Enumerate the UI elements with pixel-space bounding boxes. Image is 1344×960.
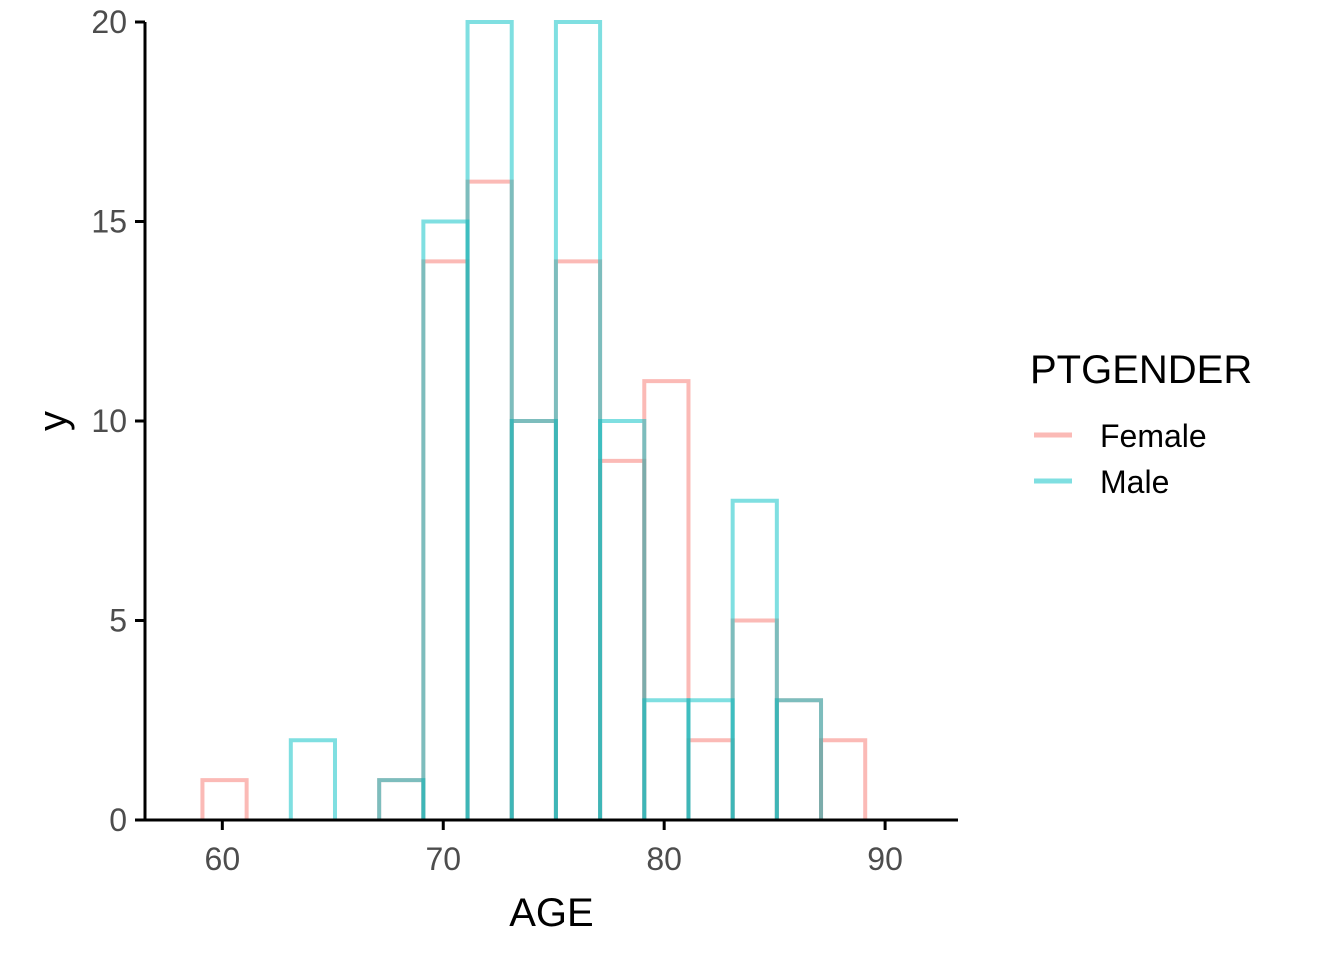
legend-label: Female bbox=[1100, 418, 1207, 454]
x-tick-label: 70 bbox=[425, 841, 461, 877]
y-tick-label: 15 bbox=[91, 204, 127, 240]
histogram-bar bbox=[730, 618, 779, 820]
histogram-bar bbox=[819, 738, 868, 820]
histogram-bar bbox=[465, 20, 514, 820]
histogram-bar bbox=[377, 778, 426, 820]
legend-item-male: Male bbox=[1034, 464, 1169, 500]
histogram-bar bbox=[686, 698, 735, 820]
histogram-bar bbox=[200, 778, 249, 820]
histogram-bar bbox=[509, 419, 558, 820]
histogram-bar bbox=[421, 259, 470, 820]
y-tick-label: 0 bbox=[109, 802, 127, 838]
histogram-bar bbox=[553, 259, 603, 820]
y-tick-label: 5 bbox=[109, 603, 127, 639]
histogram-bar bbox=[553, 20, 603, 820]
histogram-bar bbox=[774, 698, 824, 820]
histogram-bar bbox=[598, 458, 647, 820]
legend-title: PTGENDER bbox=[1030, 348, 1252, 392]
x-tick-label: 80 bbox=[646, 841, 682, 877]
legend-label: Male bbox=[1100, 464, 1169, 500]
histogram-bar bbox=[642, 379, 691, 820]
legend: PTGENDER Female Male bbox=[1030, 348, 1252, 500]
legend-item-female: Female bbox=[1034, 418, 1207, 454]
y-tick-label: 10 bbox=[91, 403, 127, 439]
series-male bbox=[288, 20, 824, 820]
y-axis-ticks: 0 5 10 15 20 bbox=[91, 4, 145, 838]
x-tick-label: 60 bbox=[205, 841, 241, 877]
histogram-bar bbox=[642, 698, 691, 820]
x-axis-title: AGE bbox=[509, 891, 593, 935]
axes: 0 5 10 15 20 60 70 80 90 bbox=[91, 4, 958, 877]
histogram-bar bbox=[288, 738, 337, 820]
x-axis-ticks: 60 70 80 90 bbox=[205, 820, 903, 877]
histogram-bar bbox=[598, 419, 647, 820]
y-tick-label: 20 bbox=[91, 4, 127, 40]
legend-items: Female Male bbox=[1034, 418, 1207, 500]
plot-area bbox=[200, 20, 868, 820]
histogram-bar bbox=[377, 778, 426, 820]
histogram-bar bbox=[774, 698, 824, 820]
histogram-bar bbox=[730, 498, 779, 820]
y-axis-title: y bbox=[31, 411, 75, 431]
histogram-bar bbox=[421, 219, 470, 820]
x-tick-label: 90 bbox=[867, 841, 903, 877]
histogram-bar bbox=[509, 419, 558, 820]
histogram-bar bbox=[686, 738, 735, 820]
histogram-bar bbox=[465, 179, 514, 820]
